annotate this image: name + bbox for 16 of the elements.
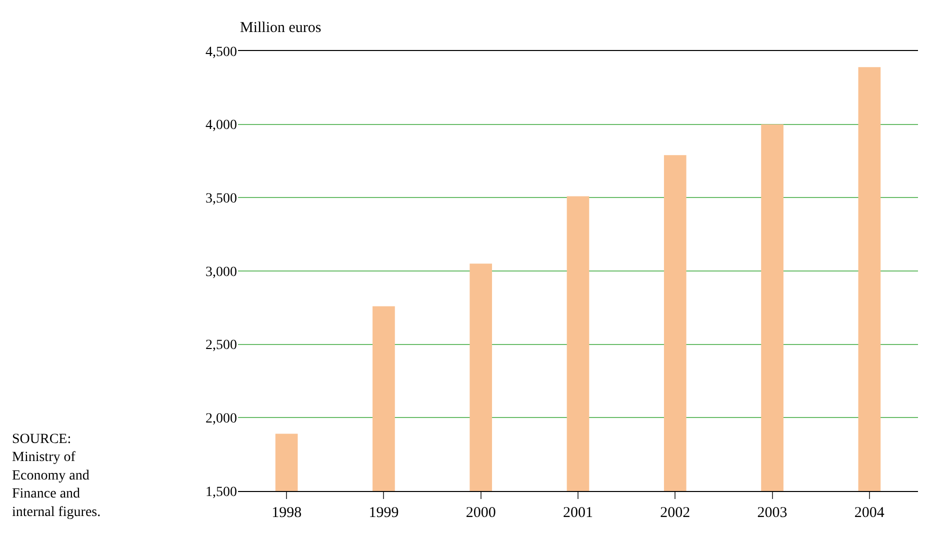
x-tick-label: 2002 bbox=[660, 505, 690, 521]
x-tick-label: 1998 bbox=[272, 505, 302, 521]
y-tick-label: 4,000 bbox=[206, 118, 237, 134]
source-note: SOURCE: Ministry of Economy and Finance and internal figures. bbox=[12, 432, 101, 520]
x-tick-label: 1999 bbox=[368, 505, 399, 521]
x-tick-label: 2001 bbox=[563, 505, 593, 521]
x-tick-label: 2000 bbox=[466, 505, 496, 521]
y-tick-label: 3,000 bbox=[206, 264, 237, 280]
y-tick-label: 1,500 bbox=[206, 484, 237, 500]
y-tick-label: 2,000 bbox=[206, 412, 237, 427]
x-tick-label: 2003 bbox=[757, 505, 788, 521]
y-tick-label: 4,500 bbox=[206, 44, 237, 60]
y-axis-title: Million euros bbox=[240, 20, 322, 36]
y-tick-label: 2,500 bbox=[206, 338, 237, 354]
y-tick-label: 3,500 bbox=[206, 192, 237, 207]
x-tick-label: 2004 bbox=[854, 505, 885, 521]
